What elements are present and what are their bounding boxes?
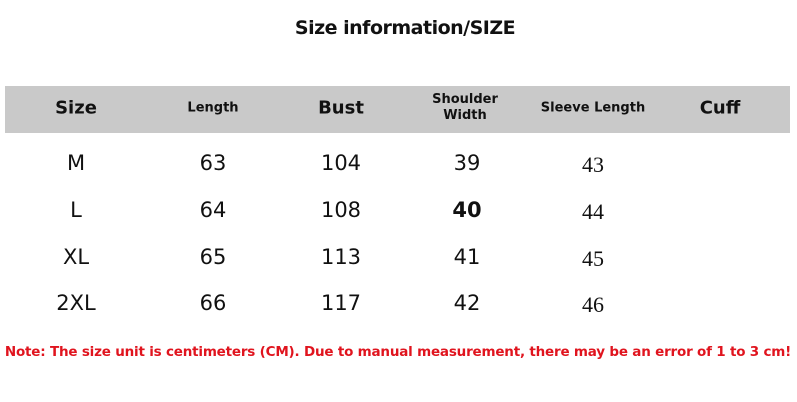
table-cell: 42 [453, 291, 481, 315]
table-cell: 40 [452, 198, 482, 222]
table-cell: 39 [453, 151, 481, 175]
table-cell: 113 [320, 245, 362, 269]
table-cell: 45 [582, 246, 604, 271]
header-cell: Length [187, 100, 239, 116]
table-cell: 2XL [56, 291, 96, 315]
table-cell: 46 [582, 292, 604, 317]
table-cell: M [66, 151, 86, 175]
table-cell: L [70, 198, 82, 222]
table-cell: 104 [320, 151, 362, 175]
header-cell: Bust [318, 97, 364, 119]
header-cell: Sleeve Length [540, 100, 646, 116]
note: Note: The size unit is centimeters (CM).… [4, 344, 792, 360]
header-cell: Shoulder Width [432, 92, 498, 123]
table-cell: XL [62, 245, 90, 269]
table-cell: 65 [199, 245, 227, 269]
table-cell: 63 [199, 151, 227, 175]
header-cell: Size [55, 97, 97, 119]
title: Size information/SIZE [294, 17, 516, 39]
table-cell: 66 [199, 291, 227, 315]
header-cell: Cuff [699, 97, 741, 119]
table-cell: 41 [453, 245, 481, 269]
table-cell: 44 [582, 199, 604, 224]
table-cell: 117 [320, 291, 362, 315]
table-cell: 108 [320, 198, 362, 222]
table-cell: 64 [199, 198, 227, 222]
table-cell: 43 [582, 152, 604, 177]
header-band [5, 86, 790, 133]
